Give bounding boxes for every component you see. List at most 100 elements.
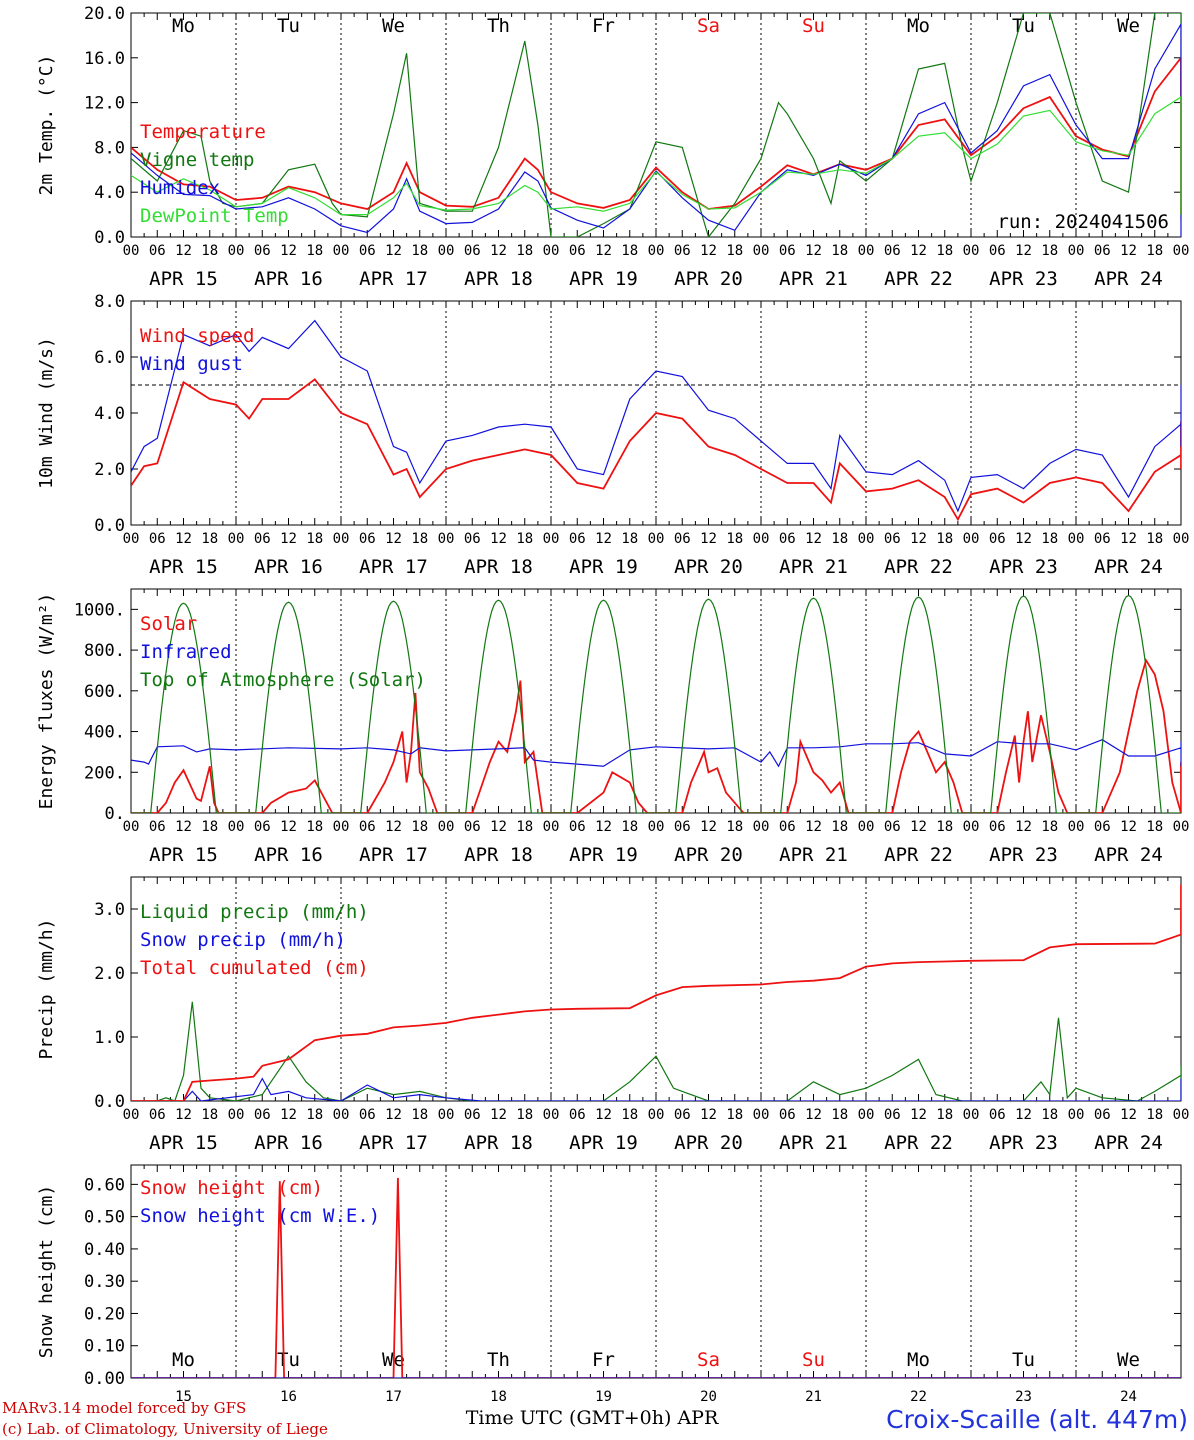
hour-tick-label: 00 bbox=[438, 531, 455, 547]
hour-tick-label: 12 bbox=[700, 531, 717, 547]
panel-2: 0.0 2.0 4.0 6.0 8.0 10m Wind (m/s) 00 06 12 18 APR… bbox=[36, 292, 1189, 578]
hour-tick-label: 12 bbox=[280, 1107, 297, 1123]
hour-tick-label: 00 bbox=[963, 243, 980, 259]
hour-tick-label: 00 bbox=[963, 531, 980, 547]
date-label: APR 16 bbox=[254, 268, 323, 290]
date-label: APR 20 bbox=[674, 268, 743, 290]
series-infrared bbox=[131, 739, 1181, 768]
hour-tick-label: 00 bbox=[543, 243, 560, 259]
hour-tick-label: 00 bbox=[858, 1107, 875, 1123]
y-tick-label: 0.50 bbox=[84, 1208, 125, 1228]
hour-tick-label: 06 bbox=[1094, 531, 1111, 547]
hour-tick-label: 06 bbox=[464, 243, 481, 259]
date-label: APR 22 bbox=[884, 268, 953, 290]
plot-area bbox=[131, 1177, 1181, 1378]
hour-tick-label: 18 bbox=[516, 819, 533, 835]
date-label: APR 20 bbox=[674, 844, 743, 866]
hour-tick-label: 00 bbox=[123, 531, 140, 547]
hour-tick-label: 00 bbox=[648, 531, 665, 547]
legend-entry: Snow height (cm) bbox=[140, 1177, 323, 1199]
y-axis-label: Precip (mm/h) bbox=[36, 919, 57, 1060]
date-label: APR 16 bbox=[254, 556, 323, 578]
plot-area bbox=[131, 13, 1181, 237]
hour-tick-label: 00 bbox=[963, 819, 980, 835]
hour-tick-label: 12 bbox=[595, 531, 612, 547]
hour-tick-label: 06 bbox=[254, 531, 271, 547]
y-tick-label: 0.60 bbox=[84, 1175, 125, 1195]
y-tick-label: 0.0 bbox=[94, 228, 125, 248]
series-snow-precip-mm-h- bbox=[131, 1077, 1181, 1101]
hour-tick-label: 00 bbox=[753, 243, 770, 259]
hour-tick-label: 18 bbox=[306, 819, 323, 835]
hour-tick-label: 18 bbox=[516, 1107, 533, 1123]
y-tick-label: 0. bbox=[105, 804, 125, 824]
hour-tick-label: 00 bbox=[858, 819, 875, 835]
y-tick-label: 0.0 bbox=[94, 1092, 125, 1112]
hour-tick-label: 06 bbox=[359, 243, 376, 259]
hour-tick-label: 12 bbox=[910, 819, 927, 835]
model-credit: MARv3.14 model forced by GFS bbox=[2, 1399, 246, 1417]
panel-5: 0.00 0.10 0.20 0.30 0.40 0.50 0.60 Snow height … bbox=[36, 1164, 1182, 1405]
date-label: APR 19 bbox=[569, 1132, 638, 1154]
y-axis-label: Snow height (cm) bbox=[36, 1185, 57, 1358]
day-number-label: 22 bbox=[910, 1389, 927, 1405]
hour-tick-label: 18 bbox=[516, 243, 533, 259]
y-tick-label: 20.0 bbox=[84, 4, 125, 24]
date-label: APR 22 bbox=[884, 844, 953, 866]
legend-entry: Vigne temp bbox=[140, 149, 254, 171]
hour-tick-label: 00 bbox=[543, 531, 560, 547]
series-top-of-atmosphere-solar- bbox=[131, 594, 1181, 813]
date-label: APR 24 bbox=[1094, 844, 1163, 866]
legend-entry: DewPoint Temp bbox=[140, 205, 289, 227]
hour-tick-label: 12 bbox=[700, 819, 717, 835]
series-dewpoint-temp bbox=[131, 96, 1181, 216]
hour-tick-label: 18 bbox=[1146, 243, 1163, 259]
date-label: APR 21 bbox=[779, 844, 848, 866]
date-label: APR 18 bbox=[464, 844, 533, 866]
hour-tick-label: 12 bbox=[805, 531, 822, 547]
y-tick-label: 8.0 bbox=[94, 292, 125, 312]
weekday-label: Tu bbox=[277, 15, 300, 37]
hour-tick-label: 18 bbox=[621, 819, 638, 835]
legend-entry: Solar bbox=[140, 613, 197, 635]
hour-tick-label: 00 bbox=[963, 1107, 980, 1123]
date-label: APR 15 bbox=[149, 844, 218, 866]
hour-tick-label: 12 bbox=[175, 1107, 192, 1123]
y-tick-label: 6.0 bbox=[94, 348, 125, 368]
hour-tick-label: 00 bbox=[858, 243, 875, 259]
hour-tick-label: 00 bbox=[123, 243, 140, 259]
legend-entry: Total cumulated (cm) bbox=[140, 957, 369, 979]
hour-tick-label: 06 bbox=[674, 819, 691, 835]
date-label: APR 17 bbox=[359, 844, 428, 866]
hour-tick-label: 06 bbox=[149, 819, 166, 835]
plot-area bbox=[131, 319, 1181, 522]
hour-tick-label: 06 bbox=[884, 243, 901, 259]
hour-tick-label: 12 bbox=[1120, 531, 1137, 547]
series-snow-height-cm- bbox=[131, 1177, 1181, 1378]
hour-tick-label: 18 bbox=[621, 531, 638, 547]
hour-tick-label: 12 bbox=[700, 1107, 717, 1123]
y-axis-label: Energy fluxes (W/m²) bbox=[36, 593, 57, 810]
meteogram-panels: 0.0 4.0 8.0 12.0 16.0 20.0 2m Temp. (°C) 00 06 12… bbox=[36, 4, 1189, 1405]
date-label: APR 23 bbox=[989, 268, 1058, 290]
hour-tick-label: 18 bbox=[1041, 1107, 1058, 1123]
hour-tick-label: 06 bbox=[254, 819, 271, 835]
hour-tick-label: 06 bbox=[989, 531, 1006, 547]
hour-tick-label: 12 bbox=[700, 243, 717, 259]
hour-tick-label: 06 bbox=[569, 819, 586, 835]
weekday-label: We bbox=[1117, 15, 1140, 37]
hour-tick-label: 06 bbox=[884, 1107, 901, 1123]
y-axis-label: 10m Wind (m/s) bbox=[36, 337, 57, 489]
y-tick-label: 0.40 bbox=[84, 1240, 125, 1260]
hour-tick-label: 00 bbox=[1173, 819, 1190, 835]
weekday-label: Mo bbox=[172, 15, 195, 37]
y-tick-label: 0.0 bbox=[94, 516, 125, 536]
hour-tick-label: 06 bbox=[359, 1107, 376, 1123]
hour-tick-label: 00 bbox=[333, 1107, 350, 1123]
hour-tick-label: 18 bbox=[1146, 531, 1163, 547]
hour-tick-label: 18 bbox=[936, 531, 953, 547]
hour-tick-label: 12 bbox=[1015, 531, 1032, 547]
y-tick-label: 2.0 bbox=[94, 964, 125, 984]
hour-tick-label: 18 bbox=[831, 243, 848, 259]
hour-tick-label: 12 bbox=[280, 819, 297, 835]
